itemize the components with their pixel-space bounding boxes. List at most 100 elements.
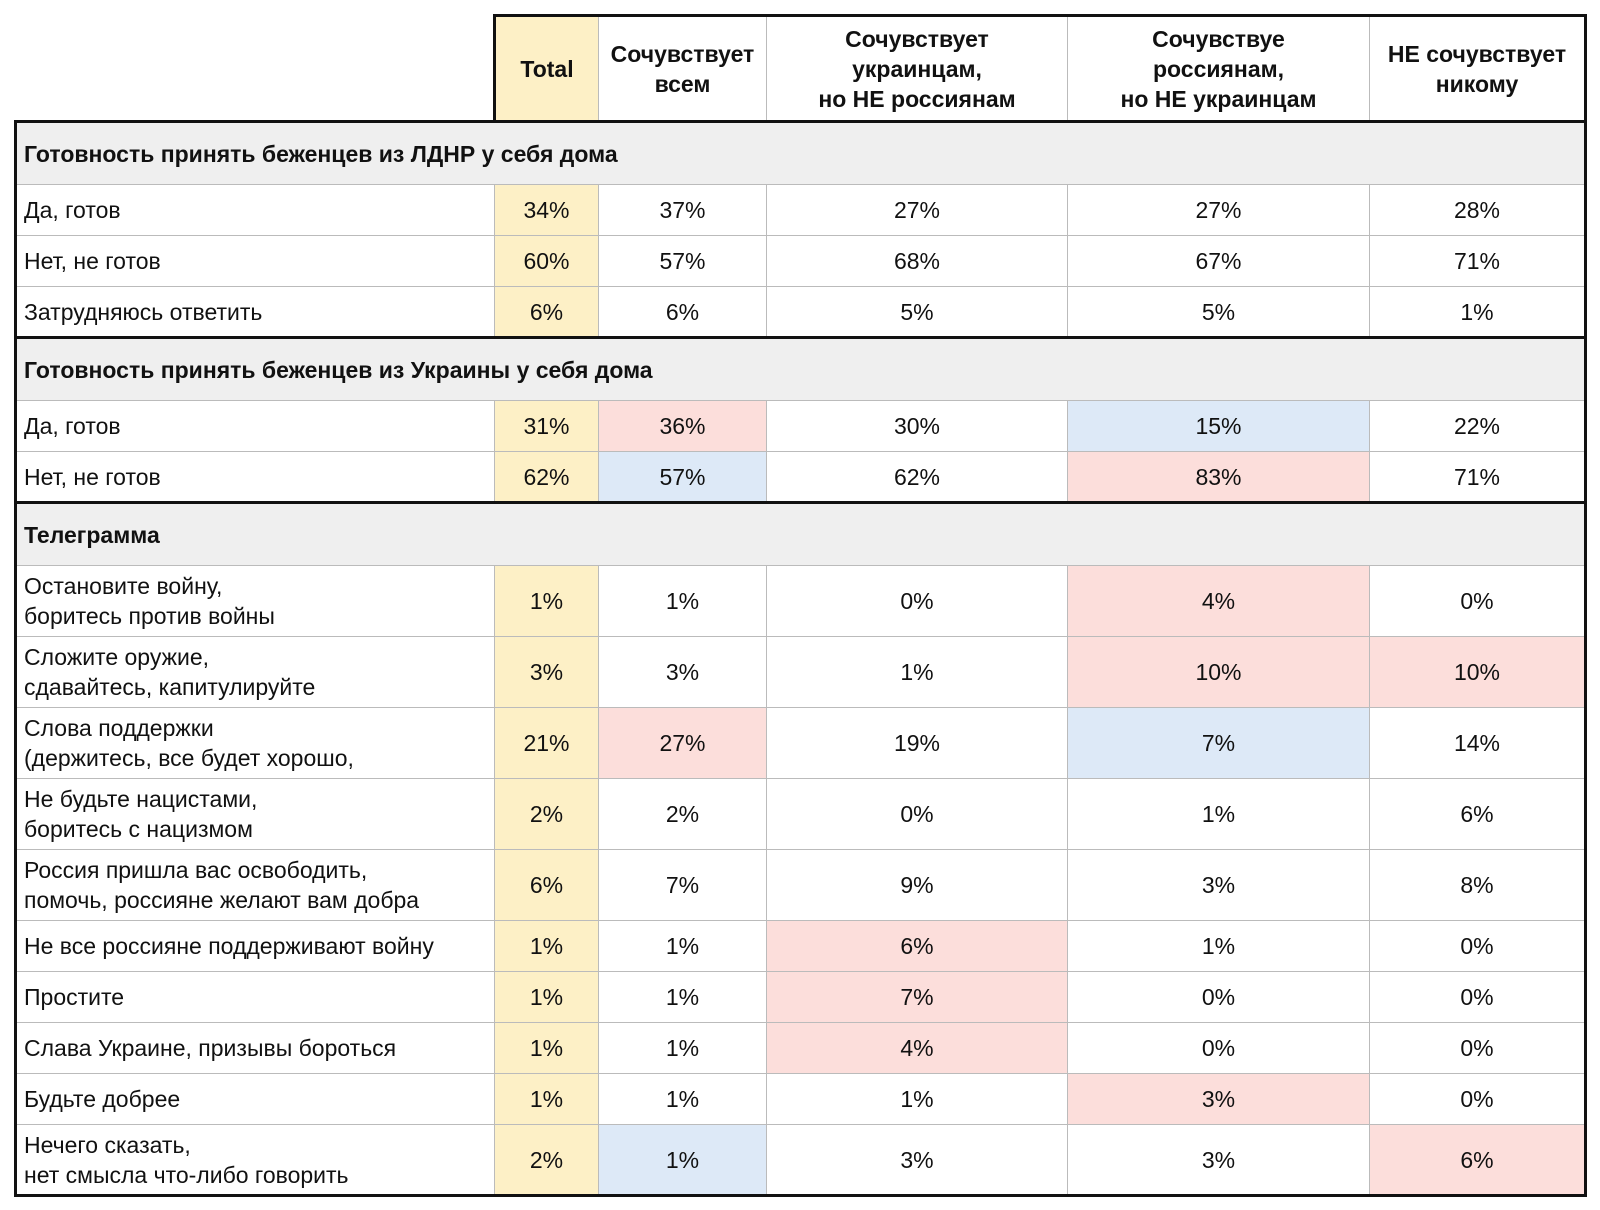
cell-value: 1% bbox=[1067, 920, 1370, 972]
cell-value: 0% bbox=[1369, 971, 1587, 1023]
cell-value: 6% bbox=[494, 286, 599, 338]
cell-value: 57% bbox=[598, 235, 767, 287]
cell-value: 4% bbox=[766, 1022, 1068, 1074]
row-label: Россия пришла вас освободить, помочь, ро… bbox=[14, 849, 495, 921]
section-title: Готовность принять беженцев из Украины у… bbox=[14, 336, 1587, 401]
cell-value: 4% bbox=[1067, 565, 1370, 637]
cell-value: 30% bbox=[766, 400, 1068, 452]
cell-value: 6% bbox=[1369, 778, 1587, 850]
section-row: Телеграмма bbox=[14, 501, 1587, 566]
row-label: Да, готов bbox=[14, 400, 495, 452]
data-row: Затрудняюсь ответить 6% 6% 5% 5% 1% bbox=[14, 286, 1587, 338]
row-label: Нечего сказать, нет смысла что-либо гово… bbox=[14, 1124, 495, 1197]
cell-value: 34% bbox=[494, 184, 599, 236]
section-row: Готовность принять беженцев из Украины у… bbox=[14, 336, 1587, 401]
header-blank bbox=[15, 15, 495, 123]
section-row: Готовность принять беженцев из ЛДНР у се… bbox=[14, 120, 1587, 185]
cell-value: 6% bbox=[598, 286, 767, 338]
cell-value: 5% bbox=[766, 286, 1068, 338]
cell-value: 0% bbox=[1067, 1022, 1370, 1074]
cell-value: 0% bbox=[766, 778, 1068, 850]
row-label: Не будьте нацистами, боритесь с нацизмом bbox=[14, 778, 495, 850]
cell-value: 3% bbox=[766, 1124, 1068, 1197]
data-row: Простите 1% 1% 7% 0% 0% bbox=[14, 971, 1587, 1023]
row-label: Остановите войну, боритесь против войны bbox=[14, 565, 495, 637]
column-header: Total bbox=[493, 14, 599, 122]
cell-value: 10% bbox=[1369, 636, 1587, 708]
cell-value: 1% bbox=[1067, 778, 1370, 850]
column-header: Сочувствуе россиянам, но НЕ украинцам bbox=[1067, 14, 1370, 122]
cell-value: 14% bbox=[1369, 707, 1587, 779]
cell-value: 0% bbox=[1369, 1022, 1587, 1074]
cell-value: 1% bbox=[494, 1022, 599, 1074]
cell-value: 2% bbox=[598, 778, 767, 850]
cell-value: 36% bbox=[598, 400, 767, 452]
data-row: Сложите оружие, сдавайтесь, капитулируйт… bbox=[14, 636, 1587, 708]
cell-value: 3% bbox=[1067, 849, 1370, 921]
cell-value: 1% bbox=[766, 636, 1068, 708]
cell-value: 60% bbox=[494, 235, 599, 287]
row-label: Затрудняюсь ответить bbox=[14, 286, 495, 338]
data-row: Будьте добрее 1% 1% 1% 3% 0% bbox=[14, 1073, 1587, 1125]
cell-value: 57% bbox=[598, 451, 767, 503]
row-label: Сложите оружие, сдавайтесь, капитулируйт… bbox=[14, 636, 495, 708]
cell-value: 1% bbox=[598, 920, 767, 972]
data-row: Нечего сказать, нет смысла что-либо гово… bbox=[14, 1124, 1587, 1197]
cell-value: 6% bbox=[494, 849, 599, 921]
cell-value: 1% bbox=[1369, 286, 1587, 338]
cell-value: 0% bbox=[766, 565, 1068, 637]
cell-value: 0% bbox=[1369, 565, 1587, 637]
cell-value: 7% bbox=[1067, 707, 1370, 779]
cell-value: 83% bbox=[1067, 451, 1370, 503]
data-row: Слова поддержки (держитесь, все будет хо… bbox=[14, 707, 1587, 779]
cell-value: 1% bbox=[598, 1124, 767, 1197]
cell-value: 27% bbox=[766, 184, 1068, 236]
section-title: Готовность принять беженцев из ЛДНР у се… bbox=[14, 120, 1587, 185]
cell-value: 0% bbox=[1369, 920, 1587, 972]
cell-value: 62% bbox=[766, 451, 1068, 503]
cell-value: 6% bbox=[1369, 1124, 1587, 1197]
row-label: Нет, не готов bbox=[14, 235, 495, 287]
section-title: Телеграмма bbox=[14, 501, 1587, 566]
cell-value: 1% bbox=[598, 565, 767, 637]
cell-value: 21% bbox=[494, 707, 599, 779]
cell-value: 37% bbox=[598, 184, 767, 236]
cell-value: 7% bbox=[598, 849, 767, 921]
data-row: Остановите войну, боритесь против войны 1… bbox=[14, 565, 1587, 637]
cell-value: 68% bbox=[766, 235, 1068, 287]
header-row: Total Сочувствует всем Сочувствует украинц… bbox=[15, 14, 1587, 123]
cell-value: 0% bbox=[1067, 971, 1370, 1023]
table-wrap: Total Сочувствует всем Сочувствует украинц… bbox=[14, 14, 1587, 1197]
cell-value: 10% bbox=[1067, 636, 1370, 708]
cell-value: 1% bbox=[766, 1073, 1068, 1125]
cell-value: 1% bbox=[494, 565, 599, 637]
cell-value: 3% bbox=[494, 636, 599, 708]
cell-value: 7% bbox=[766, 971, 1068, 1023]
cell-value: 5% bbox=[1067, 286, 1370, 338]
column-header: Сочувствует украинцам, но НЕ россиянам bbox=[766, 14, 1068, 122]
cell-value: 71% bbox=[1369, 451, 1587, 503]
cell-value: 62% bbox=[494, 451, 599, 503]
data-row: Не будьте нацистами, боритесь с нацизмом… bbox=[14, 778, 1587, 850]
row-label: Слова поддержки (держитесь, все будет хо… bbox=[14, 707, 495, 779]
row-label: Будьте добрее bbox=[14, 1073, 495, 1125]
cell-value: 1% bbox=[494, 920, 599, 972]
cell-value: 0% bbox=[1369, 1073, 1587, 1125]
cell-value: 71% bbox=[1369, 235, 1587, 287]
cell-value: 28% bbox=[1369, 184, 1587, 236]
row-label: Да, готов bbox=[14, 184, 495, 236]
column-header: Сочувствует всем bbox=[598, 14, 767, 122]
row-label: Нет, не готов bbox=[14, 451, 495, 503]
cell-value: 1% bbox=[494, 971, 599, 1023]
cell-value: 67% bbox=[1067, 235, 1370, 287]
row-label: Не все россияне поддерживают войну bbox=[14, 920, 495, 972]
cell-value: 3% bbox=[598, 636, 767, 708]
cell-value: 3% bbox=[1067, 1073, 1370, 1125]
data-row: Россия пришла вас освободить, помочь, ро… bbox=[14, 849, 1587, 921]
row-label: Простите bbox=[14, 971, 495, 1023]
cell-value: 22% bbox=[1369, 400, 1587, 452]
cell-value: 15% bbox=[1067, 400, 1370, 452]
cell-value: 1% bbox=[494, 1073, 599, 1125]
table: Total Сочувствует всем Сочувствует украинц… bbox=[14, 14, 1587, 1197]
